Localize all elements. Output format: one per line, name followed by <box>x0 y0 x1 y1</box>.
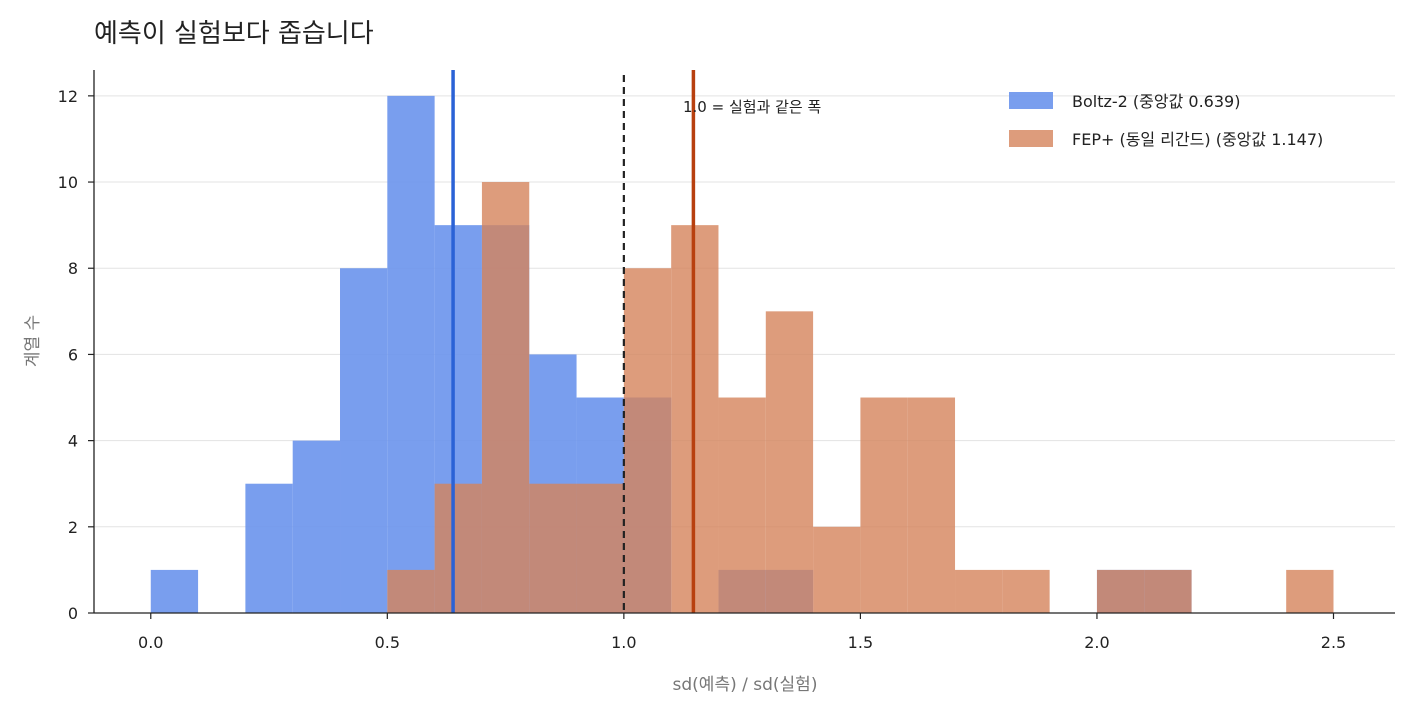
x-tick-label: 1.5 <box>848 633 873 652</box>
histogram-bar-fep <box>813 526 861 613</box>
legend-swatch <box>1009 92 1053 109</box>
histogram-bar-fep <box>955 569 1003 613</box>
histogram-bar-fep <box>623 268 672 613</box>
reference-line-label: 1.0 = 실험과 같은 폭 <box>683 98 821 116</box>
histogram-bars <box>150 95 1334 614</box>
tick-labels: 0.0 0.5 1.0 1.5 2.0 2.5 0 2 4 6 8 10 12 <box>58 87 1347 652</box>
histogram-bar-fep <box>1002 569 1050 613</box>
axes <box>88 70 1395 619</box>
y-tick-label: 0 <box>68 604 78 623</box>
y-tick-label: 2 <box>68 518 78 537</box>
histogram-bar-fep <box>434 483 482 613</box>
histogram-bar-boltz2 <box>387 95 435 614</box>
y-tick-label: 10 <box>58 173 78 192</box>
reference-lines <box>451 70 696 613</box>
y-axis-label: 계열 수 <box>23 315 43 367</box>
x-tick-label: 0.0 <box>138 633 163 652</box>
legend: Boltz-2 (중앙값 0.639) FEP+ (동일 리간드) (중앙값 1.… <box>1009 92 1323 149</box>
histogram-bar-boltz2 <box>292 440 341 613</box>
histogram-bar-boltz2 <box>340 268 388 613</box>
y-tick-label: 4 <box>68 432 78 451</box>
x-axis-label: sd(예측) / sd(실험) <box>673 675 818 695</box>
y-tick-label: 8 <box>68 259 78 278</box>
x-tick-label: 1.0 <box>611 633 636 652</box>
chart-title: 예측이 실험보다 좁습니다 <box>94 19 374 49</box>
histogram-bar-fep <box>860 397 908 613</box>
x-tick-label: 0.5 <box>375 633 400 652</box>
histogram-bar-fep <box>1144 569 1192 613</box>
y-tick-label: 12 <box>58 87 78 106</box>
histogram-bar-boltz2 <box>150 569 199 613</box>
histogram-bar-fep <box>1286 569 1334 613</box>
legend-label: FEP+ (동일 리간드) (중앙값 1.147) <box>1072 130 1323 149</box>
histogram-bar-fep <box>481 182 530 614</box>
histogram-bar-fep <box>907 397 956 613</box>
histogram-bar-fep <box>718 397 766 613</box>
y-tick-label: 6 <box>68 345 78 364</box>
histogram-bar-fep <box>576 483 624 613</box>
x-tick-label: 2.0 <box>1084 633 1109 652</box>
histogram-bar-boltz2 <box>245 483 293 613</box>
histogram-bar-fep <box>387 569 435 613</box>
histogram-bar-fep <box>529 483 577 613</box>
legend-label: Boltz-2 (중앙값 0.639) <box>1072 92 1240 111</box>
legend-swatch <box>1009 130 1053 147</box>
histogram-bar-fep <box>765 311 814 613</box>
x-tick-label: 2.5 <box>1321 633 1346 652</box>
histogram-bar-fep <box>1096 569 1145 613</box>
